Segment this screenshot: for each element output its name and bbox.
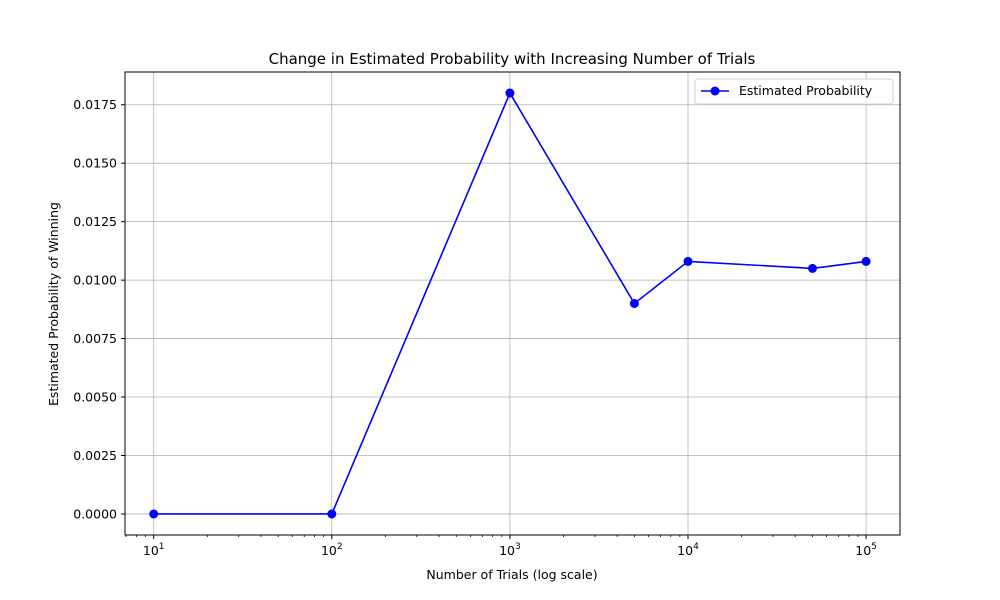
x-axis-ticks: 101 102 103 104 105 bbox=[125, 535, 877, 558]
y-axis-ticks: 0.0000 0.0025 0.0050 0.0075 0.0100 0.0125 0.01… bbox=[73, 97, 125, 521]
y-tick-label: 0.0050 bbox=[73, 390, 117, 405]
y-tick-label: 0.0025 bbox=[73, 448, 117, 463]
x-tick-exponent: 4 bbox=[693, 542, 699, 552]
x-tick-base: 10 bbox=[855, 543, 871, 558]
x-tick-label: 102 bbox=[321, 542, 343, 558]
y-tick-label: 0.0000 bbox=[73, 506, 117, 521]
grid bbox=[125, 72, 900, 535]
x-tick-label: 105 bbox=[855, 542, 877, 558]
x-axis-label: Number of Trials (log scale) bbox=[426, 567, 597, 582]
x-tick-label: 101 bbox=[143, 542, 165, 558]
x-tick-exponent: 3 bbox=[515, 542, 521, 552]
y-axis-label: Estimated Probability of Winning bbox=[46, 202, 61, 406]
chart-title: Change in Estimated Probability with Inc… bbox=[269, 50, 756, 68]
x-tick-exponent: 1 bbox=[159, 542, 165, 552]
x-tick-base: 10 bbox=[321, 543, 337, 558]
y-tick-label: 0.0100 bbox=[73, 273, 117, 288]
legend: Estimated Probability bbox=[694, 78, 894, 105]
data-point bbox=[149, 509, 159, 519]
x-tick-base: 10 bbox=[677, 543, 693, 558]
y-tick-label: 0.0125 bbox=[73, 214, 117, 229]
legend-marker bbox=[710, 86, 720, 96]
y-tick-label: 0.0175 bbox=[73, 97, 117, 112]
legend-label: Estimated Probability bbox=[739, 83, 873, 98]
legend-box bbox=[694, 78, 894, 105]
x-tick-label: 103 bbox=[499, 542, 521, 558]
data-point bbox=[327, 509, 337, 519]
data-point bbox=[807, 263, 817, 273]
data-point bbox=[629, 299, 639, 308]
plot-frame bbox=[124, 71, 901, 536]
y-tick-label: 0.0075 bbox=[73, 331, 117, 346]
x-tick-base: 10 bbox=[143, 543, 159, 558]
x-tick-exponent: 2 bbox=[337, 542, 343, 552]
data-point bbox=[861, 256, 871, 266]
x-tick-base: 10 bbox=[499, 543, 515, 558]
series-layer bbox=[149, 88, 871, 519]
x-tick-label: 104 bbox=[677, 542, 699, 558]
data-point bbox=[505, 88, 515, 98]
x-tick-exponent: 5 bbox=[871, 542, 877, 552]
y-tick-label: 0.0150 bbox=[73, 156, 117, 171]
data-point bbox=[683, 256, 693, 266]
